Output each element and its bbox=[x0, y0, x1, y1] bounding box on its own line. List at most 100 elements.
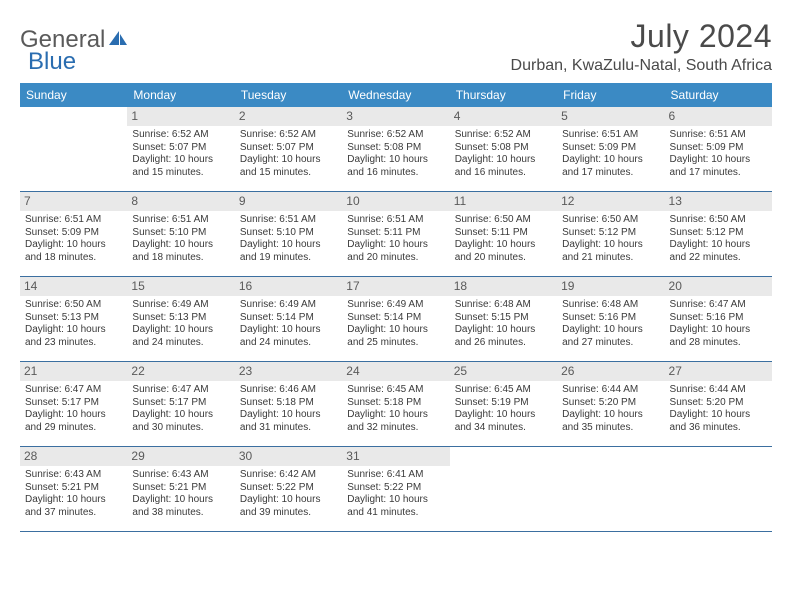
daylight-text: Daylight: 10 hours and 38 minutes. bbox=[132, 494, 229, 519]
sunrise-text: Sunrise: 6:50 AM bbox=[670, 214, 767, 227]
day-number: 27 bbox=[665, 362, 772, 381]
sunrise-text: Sunrise: 6:50 AM bbox=[455, 214, 552, 227]
sunset-text: Sunset: 5:15 PM bbox=[455, 312, 552, 325]
sunrise-text: Sunrise: 6:48 AM bbox=[562, 299, 659, 312]
day-cell: 10Sunrise: 6:51 AMSunset: 5:11 PMDayligh… bbox=[342, 192, 449, 276]
daylight-text: Daylight: 10 hours and 24 minutes. bbox=[240, 324, 337, 349]
sunrise-text: Sunrise: 6:43 AM bbox=[132, 469, 229, 482]
day-number: 31 bbox=[342, 447, 449, 466]
sunset-text: Sunset: 5:11 PM bbox=[455, 227, 552, 240]
sunrise-text: Sunrise: 6:45 AM bbox=[347, 384, 444, 397]
dow-thursday: Thursday bbox=[450, 83, 557, 107]
daylight-text: Daylight: 10 hours and 24 minutes. bbox=[132, 324, 229, 349]
day-cell: 13 Sunrise: 6:50 AMSunset: 5:12 PMDayligh… bbox=[665, 192, 772, 276]
sunrise-text: Sunrise: 6:51 AM bbox=[132, 214, 229, 227]
day-cell: 1Sunrise: 6:52 AMSunset: 5:07 PMDaylight… bbox=[127, 107, 234, 191]
day-number: 14 bbox=[20, 277, 127, 296]
logo-text-blue: Blue bbox=[28, 48, 76, 76]
sunset-text: Sunset: 5:08 PM bbox=[455, 142, 552, 155]
day-number: 2 bbox=[235, 107, 342, 126]
sunset-text: Sunset: 5:07 PM bbox=[240, 142, 337, 155]
day-number: 29 bbox=[127, 447, 234, 466]
daylight-text: Daylight: 10 hours and 37 minutes. bbox=[25, 494, 122, 519]
day-cell: 25Sunrise: 6:45 AMSunset: 5:19 PMDayligh… bbox=[450, 362, 557, 446]
daylight-text: Daylight: 10 hours and 31 minutes. bbox=[240, 409, 337, 434]
day-cell: 27Sunrise: 6:44 AMSunset: 5:20 PMDayligh… bbox=[665, 362, 772, 446]
daylight-text: Daylight: 10 hours and 39 minutes. bbox=[240, 494, 337, 519]
sunrise-text: Sunrise: 6:43 AM bbox=[25, 469, 122, 482]
sunrise-text: Sunrise: 6:50 AM bbox=[562, 214, 659, 227]
day-cell: 8Sunrise: 6:51 AMSunset: 5:10 PMDaylight… bbox=[127, 192, 234, 276]
day-number: 20 bbox=[665, 277, 772, 296]
title-block: July 2024 Durban, KwaZulu-Natal, South A… bbox=[511, 18, 772, 75]
sunrise-text: Sunrise: 6:44 AM bbox=[670, 384, 767, 397]
sunrise-text: Sunrise: 6:51 AM bbox=[562, 129, 659, 142]
daylight-text: Daylight: 10 hours and 21 minutes. bbox=[562, 239, 659, 264]
day-number: 16 bbox=[235, 277, 342, 296]
daylight-text: Daylight: 10 hours and 16 minutes. bbox=[347, 154, 444, 179]
sunrise-text: Sunrise: 6:49 AM bbox=[132, 299, 229, 312]
week-row: 1Sunrise: 6:52 AMSunset: 5:07 PMDaylight… bbox=[20, 107, 772, 192]
sunset-text: Sunset: 5:18 PM bbox=[240, 397, 337, 410]
sunset-text: Sunset: 5:11 PM bbox=[347, 227, 444, 240]
daylight-text: Daylight: 10 hours and 17 minutes. bbox=[562, 154, 659, 179]
days-of-week-header: Sunday Monday Tuesday Wednesday Thursday… bbox=[20, 83, 772, 107]
daylight-text: Daylight: 10 hours and 34 minutes. bbox=[455, 409, 552, 434]
sunrise-text: Sunrise: 6:51 AM bbox=[240, 214, 337, 227]
sunset-text: Sunset: 5:09 PM bbox=[562, 142, 659, 155]
daylight-text: Daylight: 10 hours and 25 minutes. bbox=[347, 324, 444, 349]
dow-saturday: Saturday bbox=[665, 83, 772, 107]
sunset-text: Sunset: 5:22 PM bbox=[347, 482, 444, 495]
day-number: 23 bbox=[235, 362, 342, 381]
daylight-text: Daylight: 10 hours and 23 minutes. bbox=[25, 324, 122, 349]
day-number: 24 bbox=[342, 362, 449, 381]
week-row: 28Sunrise: 6:43 AMSunset: 5:21 PMDayligh… bbox=[20, 447, 772, 532]
sunrise-text: Sunrise: 6:52 AM bbox=[455, 129, 552, 142]
day-number: 13 bbox=[665, 192, 772, 211]
day-cell: 21Sunrise: 6:47 AMSunset: 5:17 PMDayligh… bbox=[20, 362, 127, 446]
location: Durban, KwaZulu-Natal, South Africa bbox=[511, 57, 772, 75]
day-cell: 7Sunrise: 6:51 AMSunset: 5:09 PMDaylight… bbox=[20, 192, 127, 276]
sunset-text: Sunset: 5:12 PM bbox=[562, 227, 659, 240]
day-number: 25 bbox=[450, 362, 557, 381]
day-number: 26 bbox=[557, 362, 664, 381]
sunset-text: Sunset: 5:16 PM bbox=[670, 312, 767, 325]
daylight-text: Daylight: 10 hours and 17 minutes. bbox=[670, 154, 767, 179]
daylight-text: Daylight: 10 hours and 20 minutes. bbox=[347, 239, 444, 264]
day-number: 15 bbox=[127, 277, 234, 296]
day-number: 11 bbox=[450, 192, 557, 211]
dow-wednesday: Wednesday bbox=[342, 83, 449, 107]
sunset-text: Sunset: 5:13 PM bbox=[25, 312, 122, 325]
daylight-text: Daylight: 10 hours and 18 minutes. bbox=[25, 239, 122, 264]
daylight-text: Daylight: 10 hours and 16 minutes. bbox=[455, 154, 552, 179]
sunrise-text: Sunrise: 6:47 AM bbox=[25, 384, 122, 397]
sunrise-text: Sunrise: 6:49 AM bbox=[347, 299, 444, 312]
sunrise-text: Sunrise: 6:47 AM bbox=[670, 299, 767, 312]
calendar: Sunday Monday Tuesday Wednesday Thursday… bbox=[20, 83, 772, 532]
sail-icon bbox=[107, 26, 129, 54]
day-cell: 2Sunrise: 6:52 AMSunset: 5:07 PMDaylight… bbox=[235, 107, 342, 191]
sunrise-text: Sunrise: 6:48 AM bbox=[455, 299, 552, 312]
daylight-text: Daylight: 10 hours and 15 minutes. bbox=[132, 154, 229, 179]
daylight-text: Daylight: 10 hours and 28 minutes. bbox=[670, 324, 767, 349]
day-cell: 29Sunrise: 6:43 AMSunset: 5:21 PMDayligh… bbox=[127, 447, 234, 531]
daylight-text: Daylight: 10 hours and 15 minutes. bbox=[240, 154, 337, 179]
sunset-text: Sunset: 5:14 PM bbox=[240, 312, 337, 325]
sunset-text: Sunset: 5:18 PM bbox=[347, 397, 444, 410]
day-number: 19 bbox=[557, 277, 664, 296]
sunset-text: Sunset: 5:12 PM bbox=[670, 227, 767, 240]
day-cell bbox=[20, 107, 127, 191]
sunrise-text: Sunrise: 6:44 AM bbox=[562, 384, 659, 397]
sunset-text: Sunset: 5:10 PM bbox=[132, 227, 229, 240]
day-cell: 19Sunrise: 6:48 AMSunset: 5:16 PMDayligh… bbox=[557, 277, 664, 361]
daylight-text: Daylight: 10 hours and 30 minutes. bbox=[132, 409, 229, 434]
day-number: 1 bbox=[127, 107, 234, 126]
daylight-text: Daylight: 10 hours and 29 minutes. bbox=[25, 409, 122, 434]
daylight-text: Daylight: 10 hours and 19 minutes. bbox=[240, 239, 337, 264]
daylight-text: Daylight: 10 hours and 22 minutes. bbox=[670, 239, 767, 264]
week-row: 21Sunrise: 6:47 AMSunset: 5:17 PMDayligh… bbox=[20, 362, 772, 447]
day-number: 10 bbox=[342, 192, 449, 211]
day-cell bbox=[665, 447, 772, 531]
sunrise-text: Sunrise: 6:41 AM bbox=[347, 469, 444, 482]
sunset-text: Sunset: 5:21 PM bbox=[25, 482, 122, 495]
